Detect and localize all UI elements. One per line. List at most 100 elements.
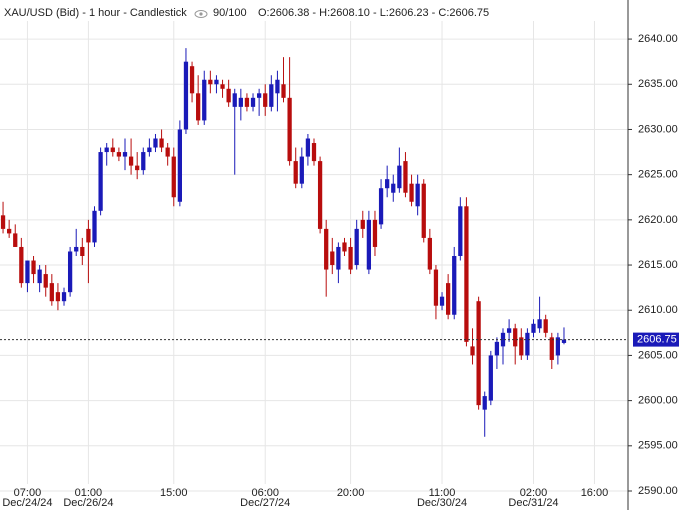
x-tick-label: 11:00 bbox=[429, 487, 456, 499]
candle-body bbox=[116, 152, 122, 157]
candle-body bbox=[92, 210, 97, 243]
candle-body bbox=[189, 66, 195, 94]
y-tick-label: 2590.00 bbox=[638, 485, 678, 497]
candle-body bbox=[49, 283, 54, 302]
x-tick-date: Dec/26/24 bbox=[63, 497, 113, 509]
y-tick-label: 2630.00 bbox=[638, 123, 678, 135]
candle-body bbox=[513, 328, 518, 347]
candle-body bbox=[531, 323, 536, 333]
x-tick-label: 02:00 bbox=[520, 487, 548, 499]
candle-body bbox=[506, 328, 512, 333]
candle-body bbox=[13, 233, 18, 247]
x-tick-label: 16:00 bbox=[581, 487, 609, 499]
candle-body bbox=[238, 97, 243, 107]
candle-body bbox=[464, 206, 469, 342]
candle-body bbox=[263, 93, 268, 107]
candle-body bbox=[37, 269, 42, 284]
candle-body bbox=[61, 292, 67, 302]
y-tick-label: 2620.00 bbox=[638, 214, 678, 226]
last-price-label: 2606.75 bbox=[637, 334, 677, 346]
candle-body bbox=[525, 332, 530, 356]
candle-body bbox=[128, 156, 134, 166]
candle-body bbox=[311, 143, 317, 162]
x-tick-label: 01:00 bbox=[75, 487, 103, 499]
candle-body bbox=[366, 219, 372, 270]
candle-body bbox=[305, 138, 311, 157]
candle-body bbox=[299, 156, 304, 184]
candle-body bbox=[281, 84, 286, 98]
x-tick-label: 06:00 bbox=[251, 487, 279, 499]
candle-body bbox=[177, 129, 182, 202]
candle-body bbox=[488, 355, 493, 401]
candle-body bbox=[470, 346, 475, 356]
candle-body bbox=[439, 296, 445, 306]
candle-body bbox=[293, 161, 298, 184]
y-tick-label: 2635.00 bbox=[638, 78, 678, 90]
candle-body bbox=[232, 93, 237, 107]
candle-body bbox=[226, 88, 231, 103]
candle-body bbox=[80, 246, 85, 256]
visibility-icon[interactable] bbox=[194, 10, 208, 18]
candle-body bbox=[104, 147, 109, 153]
x-tick-label: 15:00 bbox=[160, 487, 188, 499]
candle-body bbox=[336, 246, 341, 270]
x-tick-date: Dec/30/24 bbox=[417, 497, 467, 509]
y-tick-label: 2625.00 bbox=[638, 169, 678, 181]
y-tick-label: 2610.00 bbox=[638, 304, 678, 316]
candle-body bbox=[208, 79, 213, 85]
candle-body bbox=[519, 337, 524, 356]
candle-body bbox=[348, 246, 353, 270]
x-tick-date: Dec/27/24 bbox=[240, 497, 290, 509]
y-tick-label: 2595.00 bbox=[638, 440, 678, 452]
candle-body bbox=[537, 319, 542, 329]
candle-body bbox=[214, 79, 219, 85]
candle-body bbox=[409, 183, 414, 202]
candle-body bbox=[317, 161, 323, 229]
candle-body bbox=[86, 228, 91, 243]
candle-body bbox=[360, 219, 365, 229]
candle-body bbox=[330, 251, 335, 266]
candle-body bbox=[561, 339, 567, 343]
candle-body bbox=[122, 152, 128, 157]
candle-body bbox=[159, 138, 164, 148]
candle-body bbox=[415, 183, 420, 207]
candle-body bbox=[98, 152, 103, 211]
candle-body bbox=[476, 301, 481, 406]
x-tick-date: Dec/24/24 bbox=[2, 497, 52, 509]
x-tick-date: Dec/31/24 bbox=[508, 497, 558, 509]
candle-body bbox=[183, 61, 189, 130]
ohlc-readout: O:2606.38 - H:2608.10 - L:2606.23 - C:26… bbox=[258, 7, 489, 19]
candle-body bbox=[220, 84, 225, 89]
candle-body bbox=[324, 228, 329, 270]
candle-body bbox=[43, 274, 48, 288]
candle-body bbox=[458, 206, 463, 256]
candle-body bbox=[7, 228, 12, 234]
candle-body bbox=[287, 97, 292, 162]
candle-body bbox=[421, 183, 426, 238]
candle-body bbox=[141, 152, 146, 171]
candle-body bbox=[549, 337, 554, 360]
candle-body bbox=[67, 251, 73, 293]
candle-body bbox=[244, 97, 250, 107]
last-price-box bbox=[633, 332, 679, 347]
candle-body bbox=[19, 246, 24, 284]
candle-body bbox=[55, 292, 61, 302]
x-tick-label: 20:00 bbox=[337, 487, 365, 499]
candle-body bbox=[452, 256, 457, 315]
candle-body bbox=[378, 188, 384, 225]
candle-body bbox=[25, 260, 30, 284]
candle-body bbox=[397, 165, 402, 189]
candle-body bbox=[269, 84, 274, 107]
candle-body bbox=[433, 269, 439, 306]
candle-body bbox=[256, 93, 262, 98]
candle-body bbox=[555, 337, 561, 356]
candle-body bbox=[494, 341, 500, 356]
candle-body bbox=[147, 147, 152, 153]
candle-body bbox=[135, 165, 140, 171]
candle-body bbox=[74, 246, 79, 252]
candle-body bbox=[543, 319, 548, 333]
candle-body bbox=[482, 396, 487, 410]
candle-body bbox=[500, 332, 506, 347]
candle-body bbox=[165, 147, 170, 157]
